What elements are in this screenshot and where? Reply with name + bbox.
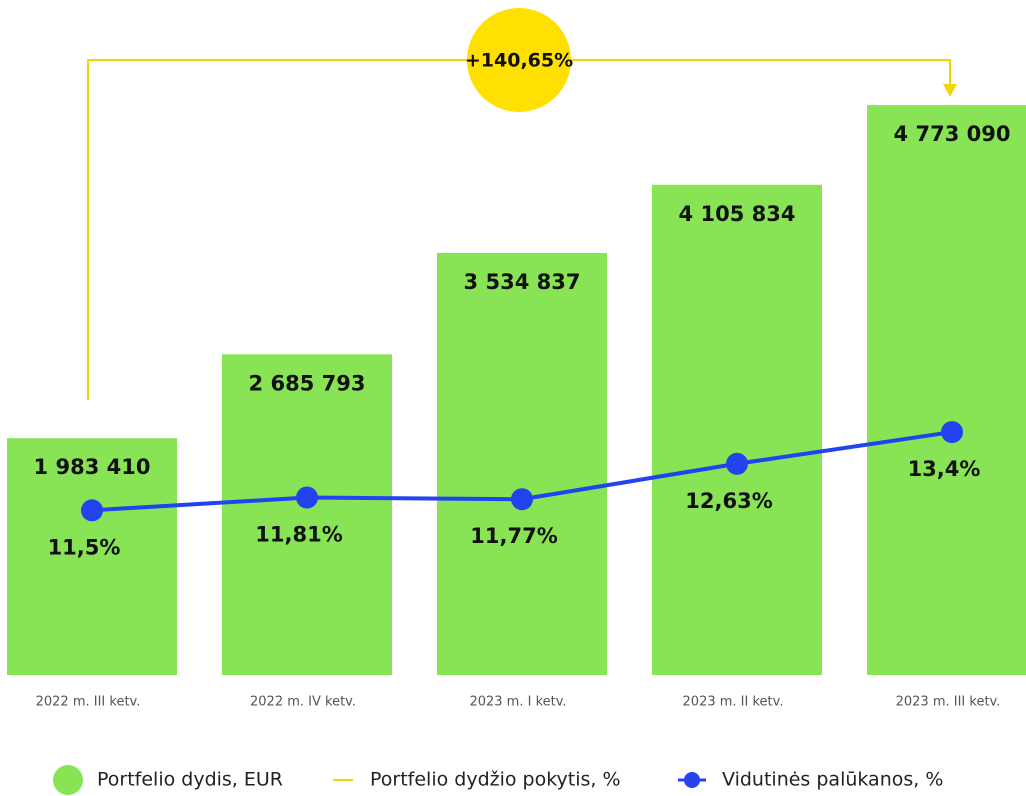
x-tick-label: 2022 m. III ketv. xyxy=(36,695,141,710)
bar-value-label: 2 685 793 xyxy=(249,371,366,395)
bar xyxy=(7,438,177,675)
legend-label: Vidutinės palūkanos, % xyxy=(722,769,943,791)
bar-value-label: 3 534 837 xyxy=(464,270,581,294)
bar xyxy=(652,184,822,675)
bar-value-label: 4 773 090 xyxy=(894,122,1011,146)
line-value-label: 13,4% xyxy=(908,457,981,481)
line-point xyxy=(511,488,533,511)
change-bubble xyxy=(467,8,571,112)
change-arrow xyxy=(943,84,957,97)
x-tick-label: 2022 m. IV ketv. xyxy=(250,695,356,710)
line-point xyxy=(941,421,963,444)
x-tick-label: 2023 m. II ketv. xyxy=(683,695,784,710)
line-point xyxy=(296,486,318,509)
line-value-label: 11,77% xyxy=(470,524,557,548)
change-label: +140,65% xyxy=(465,50,573,72)
bar-value-label: 4 105 834 xyxy=(679,202,796,226)
bar xyxy=(437,252,607,675)
bar xyxy=(867,105,1026,675)
legend-swatch xyxy=(53,765,83,795)
legend-label: Portfelio dydžio pokytis, % xyxy=(370,769,621,791)
x-tick-label: 2023 m. III ketv. xyxy=(896,695,1001,710)
legend-label: Portfelio dydis, EUR xyxy=(97,769,283,791)
line-point xyxy=(81,499,103,522)
line-point xyxy=(726,452,748,475)
line-value-label: 11,81% xyxy=(255,523,342,547)
bar xyxy=(222,354,392,675)
x-tick-label: 2023 m. I ketv. xyxy=(469,695,566,710)
line-value-label: 12,63% xyxy=(685,489,772,513)
line-value-label: 11,5% xyxy=(48,535,121,559)
bar-value-label: 1 983 410 xyxy=(34,455,151,479)
legend-swatch xyxy=(684,772,700,788)
